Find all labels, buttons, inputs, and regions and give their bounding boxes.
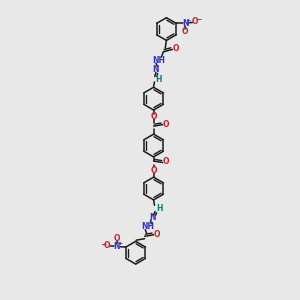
Text: O: O [192, 17, 198, 26]
Text: O: O [150, 166, 157, 175]
Text: N: N [153, 65, 159, 74]
Text: +: + [186, 18, 191, 23]
Text: O: O [150, 112, 157, 121]
Text: O: O [114, 234, 120, 243]
Text: NH: NH [142, 222, 155, 231]
Text: N: N [149, 213, 156, 222]
Text: −: − [100, 240, 106, 249]
Text: +: + [117, 241, 122, 246]
Text: H: H [156, 75, 162, 84]
Text: O: O [173, 44, 179, 53]
Text: N: N [182, 19, 188, 28]
Text: N: N [114, 242, 120, 251]
Text: NH: NH [152, 56, 166, 65]
Text: O: O [163, 120, 169, 129]
Text: O: O [163, 158, 169, 166]
Text: O: O [182, 27, 188, 36]
Text: H: H [156, 204, 163, 213]
Text: O: O [103, 242, 110, 250]
Text: −: − [195, 15, 202, 24]
Text: O: O [154, 230, 160, 239]
